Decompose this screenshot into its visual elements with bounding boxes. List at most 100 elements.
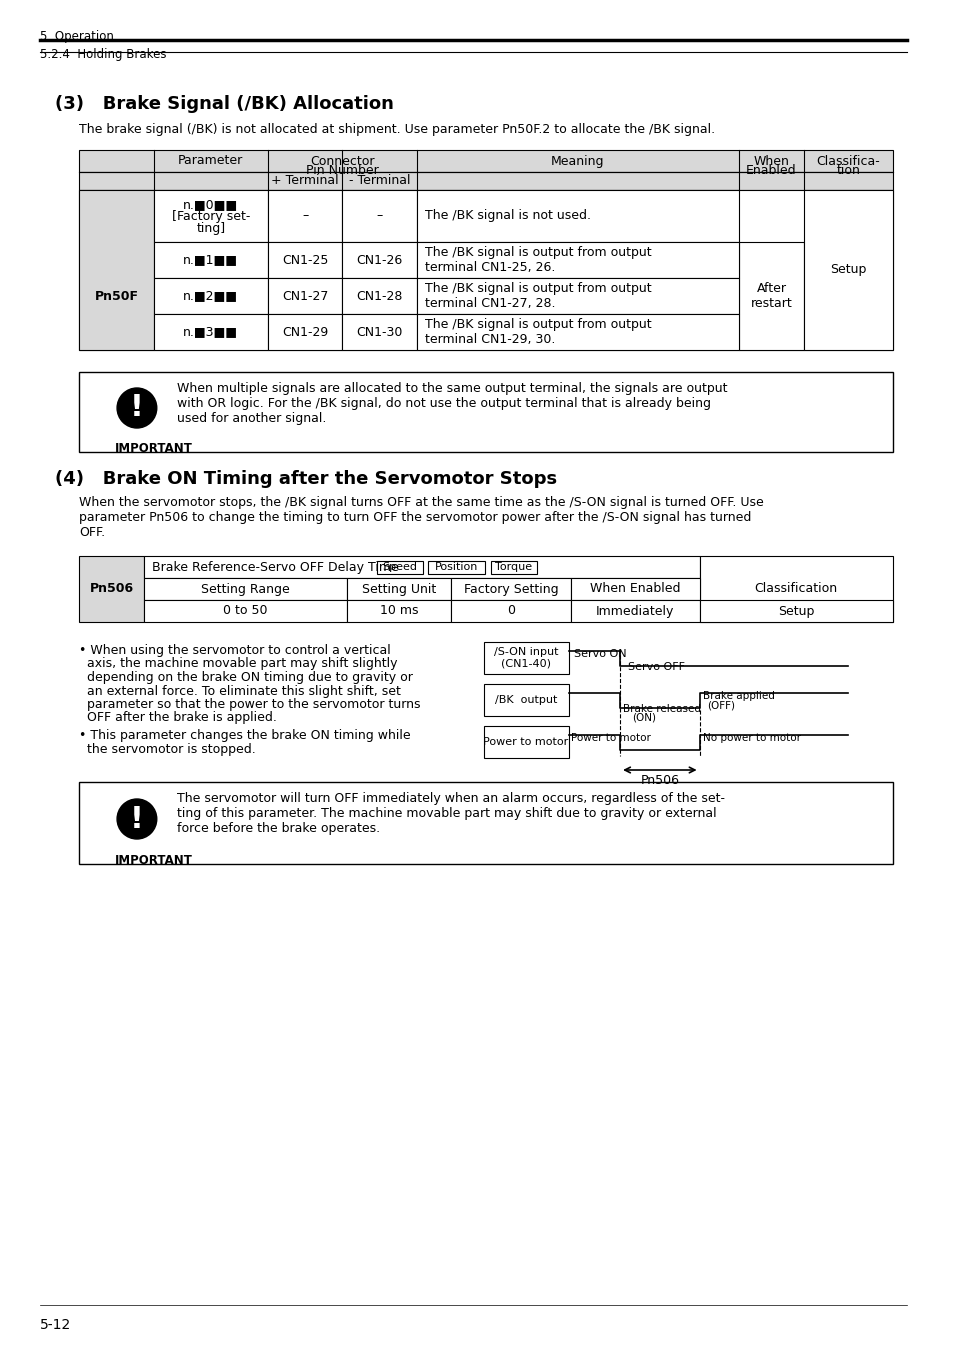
Bar [79,373,892,452]
Text: the servomotor is stopped.: the servomotor is stopped. [79,743,255,756]
Text: Classifica-: Classifica- [816,155,880,167]
Text: CN1-25: CN1-25 [282,254,328,266]
Text: Setup: Setup [829,263,865,277]
Text: OFF after the brake is applied.: OFF after the brake is applied. [79,711,277,725]
Bar [347,578,451,599]
Text: parameter so that the power to the servomotor turns: parameter so that the power to the servo… [79,698,420,711]
Bar [153,278,268,315]
Bar [484,726,568,757]
Text: The brake signal (/BK) is not allocated at shipment. Use parameter Pn50F.2 to al: The brake signal (/BK) is not allocated … [79,123,715,136]
Text: • When using the servomotor to control a vertical: • When using the servomotor to control a… [79,644,391,657]
Text: Pin Number: Pin Number [306,163,378,177]
Text: • This parameter changes the brake ON timing while: • This parameter changes the brake ON ti… [79,729,411,742]
Text: –: – [302,209,308,223]
Text: Pn50F: Pn50F [94,289,138,302]
Bar [79,171,892,190]
Text: 0 to 50: 0 to 50 [223,605,268,617]
Text: The /BK signal is not used.: The /BK signal is not used. [424,209,590,223]
Text: Power to motor: Power to motor [570,733,650,743]
Bar [802,190,892,350]
Text: Pn506: Pn506 [90,582,133,595]
Text: IMPORTANT: IMPORTANT [115,441,193,455]
Bar [427,562,485,574]
Bar [416,190,739,242]
Text: (3)   Brake Signal (/BK) Allocation: (3) Brake Signal (/BK) Allocation [54,95,393,113]
Text: The /BK signal is output from output
terminal CN1-29, 30.: The /BK signal is output from output ter… [424,319,651,346]
Text: Setup: Setup [778,605,814,617]
Text: Brake applied: Brake applied [701,691,774,701]
Text: Setting Range: Setting Range [201,582,290,595]
Text: (OFF): (OFF) [707,701,735,710]
Bar [153,315,268,350]
Text: Servo ON: Servo ON [573,649,625,659]
Text: 5  Operation: 5 Operation [40,30,113,43]
Bar [376,562,422,574]
Bar [79,150,892,171]
Text: /S-ON input
(CN1-40): /S-ON input (CN1-40) [493,647,558,668]
Text: Brake Reference-Servo OFF Delay Time: Brake Reference-Servo OFF Delay Time [152,560,398,574]
Text: No power to motor: No power to motor [701,733,800,743]
Bar [570,599,699,622]
Text: When multiple signals are allocated to the same output terminal, the signals are: When multiple signals are allocated to t… [176,382,726,425]
Bar [342,242,416,278]
Bar [739,242,802,350]
Bar [144,578,347,599]
Text: axis, the machine movable part may shift slightly: axis, the machine movable part may shift… [79,657,397,671]
Circle shape [117,387,156,428]
Text: After
restart: After restart [750,282,792,310]
Bar [570,578,699,599]
Text: n.■3■■: n.■3■■ [183,325,238,339]
Text: - Terminal: - Terminal [349,174,410,188]
Text: /BK  output: /BK output [495,695,557,705]
Bar [491,562,537,574]
Text: !: ! [130,805,144,833]
Text: Meaning: Meaning [551,154,604,167]
Text: Classification: Classification [754,582,837,595]
Text: Power to motor: Power to motor [483,737,568,747]
Bar [144,556,699,578]
Bar [342,315,416,350]
Bar [153,242,268,278]
Text: Parameter: Parameter [178,154,243,167]
Bar [484,684,568,716]
Bar [699,556,892,622]
Text: The /BK signal is output from output
terminal CN1-27, 28.: The /BK signal is output from output ter… [424,282,651,310]
Bar [699,599,892,622]
Text: (4)   Brake ON Timing after the Servomotor Stops: (4) Brake ON Timing after the Servomotor… [54,470,557,487]
Bar [342,278,416,315]
Text: depending on the brake ON timing due to gravity or: depending on the brake ON timing due to … [79,671,413,684]
Text: !: ! [130,393,144,423]
Bar [79,782,892,864]
Text: Pn506: Pn506 [639,774,679,787]
Text: 10 ms: 10 ms [379,605,418,617]
Bar [416,278,739,315]
Bar [144,599,347,622]
Text: an external force. To eliminate this slight shift, set: an external force. To eliminate this sli… [79,684,401,698]
Text: 5.2.4  Holding Brakes: 5.2.4 Holding Brakes [40,49,166,61]
Text: Speed: Speed [382,563,416,572]
Circle shape [117,799,156,838]
Bar [268,278,342,315]
Text: Factory Setting: Factory Setting [463,582,558,595]
Text: CN1-26: CN1-26 [356,254,402,266]
Text: ting]: ting] [196,221,225,235]
Text: The /BK signal is output from output
terminal CN1-25, 26.: The /BK signal is output from output ter… [424,246,651,274]
Text: IMPORTANT: IMPORTANT [115,855,193,867]
Text: The servomotor will turn OFF immediately when an alarm occurs, regardless of the: The servomotor will turn OFF immediately… [176,792,724,836]
Bar [451,599,570,622]
Text: n.■0■■: n.■0■■ [183,198,238,211]
Bar [153,190,268,242]
Text: Immediately: Immediately [596,605,674,617]
Text: Brake released: Brake released [622,703,700,714]
Text: tion: tion [836,163,860,177]
Bar [484,643,568,674]
Bar [451,578,570,599]
Text: Connector: Connector [310,155,375,167]
Bar [268,242,342,278]
Text: CN1-27: CN1-27 [282,289,328,302]
Text: When Enabled: When Enabled [589,582,679,595]
Bar [416,242,739,278]
Bar [79,190,153,350]
Text: –: – [376,209,382,223]
Bar [347,599,451,622]
